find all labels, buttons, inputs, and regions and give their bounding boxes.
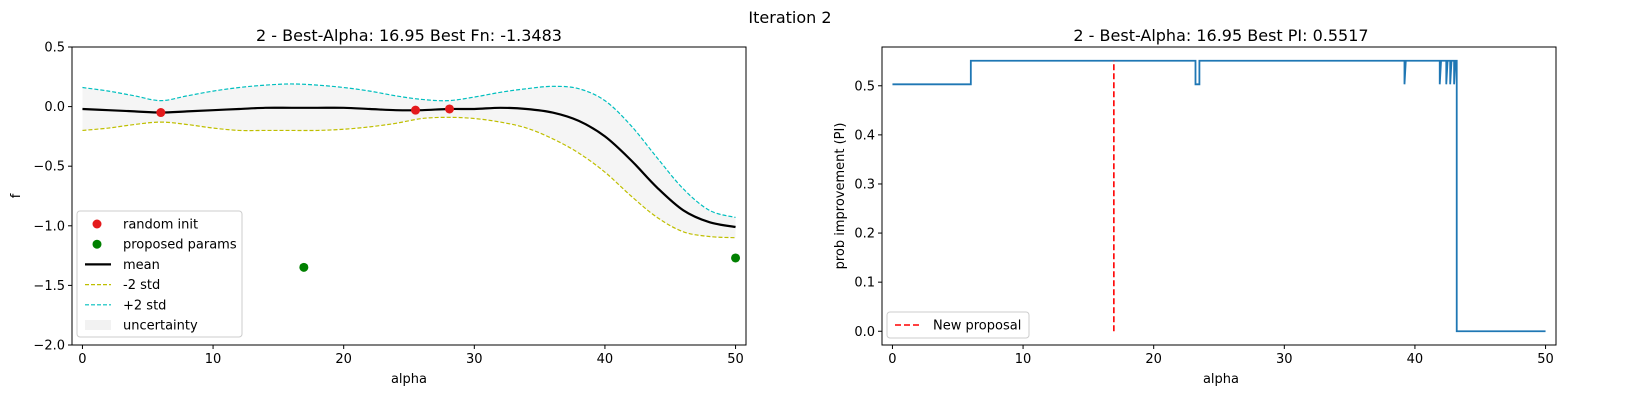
proposed-param-point (731, 253, 741, 263)
legend-marker-scatter (92, 239, 102, 249)
pi-line (892, 59, 1546, 333)
gp-fit-xtick-label: 10 (205, 352, 222, 367)
pi-legend: New proposal (886, 311, 1030, 339)
pi-title: 2 - Best-Alpha: 16.95 Best PI: 0.5517 (1073, 26, 1368, 45)
gp-fit-xtick-label: 0 (78, 352, 86, 367)
gp-fit-ytick-label: 0.5 (44, 41, 65, 56)
pi-xtick-label: 0 (888, 352, 896, 367)
pi-panel: 2 - Best-Alpha: 16.95 Best PI: 0.5517 al… (833, 26, 1557, 387)
gp-fit-ytick-label: −2.0 (33, 339, 65, 354)
gp-fit-xlabel: alpha (391, 372, 427, 387)
uncertainty-band (82, 83, 736, 238)
proposed-param-point (299, 262, 309, 272)
gp-fit-xtick-label: 20 (335, 352, 352, 367)
pi-xtick-label: 10 (1015, 352, 1032, 367)
pi-xlabel: alpha (1203, 372, 1239, 387)
pi-xtick-label: 20 (1145, 352, 1162, 367)
legend-label: -2 std (123, 278, 160, 293)
gp-fit-ytick-label: −1.5 (33, 279, 65, 294)
legend-marker-scatter (92, 219, 102, 229)
mean-line (82, 106, 736, 229)
gp-fit-title: 2 - Best-Alpha: 16.95 Best Fn: -1.3483 (256, 26, 562, 45)
gp-fit-ytick-label: 0.0 (44, 100, 65, 115)
legend-marker-patch (85, 320, 111, 330)
pi-ytick-label: 0.2 (854, 227, 875, 242)
pi-axes-frame (881, 46, 1557, 346)
legend-label: New proposal (933, 319, 1021, 334)
pi-plot-area: 0 10 20 30 40 50 0.0 0.1 0.2 0.3 0.4 0.5 (854, 46, 1557, 367)
pi-ytick-label: 0.4 (854, 128, 875, 143)
gp-fit-xtick-label: 30 (466, 352, 483, 367)
random-init-point (411, 105, 421, 115)
pi-ytick-label: 0.3 (854, 177, 875, 192)
legend-label: proposed params (123, 238, 237, 253)
legend-label: mean (123, 258, 160, 273)
gp-fit-ytick-label: −1.0 (33, 219, 65, 234)
gp-fit-ytick-label: −0.5 (33, 160, 65, 175)
gp-fit-xtick-label: 50 (727, 352, 744, 367)
legend-label: +2 std (123, 298, 166, 313)
gp-fit-panel: 2 - Best-Alpha: 16.95 Best Fn: -1.3483 a… (9, 26, 747, 387)
pi-xtick-label: 30 (1276, 352, 1293, 367)
pi-ytick-label: 0.0 (854, 325, 875, 340)
figure-suptitle: Iteration 2 (748, 8, 831, 27)
legend-box (886, 311, 1030, 339)
legend-label: uncertainty (123, 319, 198, 334)
pi-xtick-label: 50 (1537, 352, 1554, 367)
gp-fit-xtick-label: 40 (597, 352, 614, 367)
pi-ytick-label: 0.1 (854, 276, 875, 291)
legend-box (76, 210, 243, 338)
pi-ytick-label: 0.5 (854, 79, 875, 94)
gp-fit-legend: random init proposed params mean -2 std +2 s… (76, 210, 243, 338)
pi-ylabel: prob improvement (PI) (833, 123, 848, 270)
pi-xtick-label: 40 (1407, 352, 1424, 367)
gp-fit-plot-area: 0 10 20 30 40 50 −2.0 −1.5 −1.0 −0.5 0.0 0.5 (33, 41, 747, 367)
plus-2std-line (82, 83, 736, 219)
random-init-point (156, 108, 166, 118)
random-init-point (444, 104, 454, 114)
legend-label: random init (123, 218, 198, 233)
gp-fit-axes-frame (71, 46, 747, 346)
gp-fit-ylabel: f (9, 193, 24, 198)
